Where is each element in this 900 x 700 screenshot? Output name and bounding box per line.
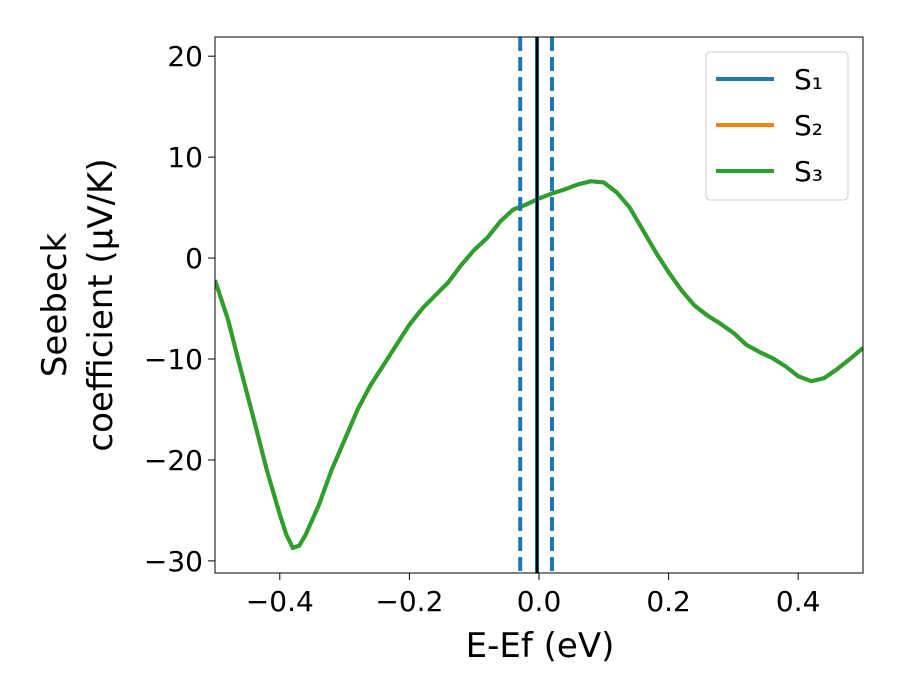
plot-frame: [214, 36, 864, 574]
legend-label: S₂: [794, 109, 823, 142]
x-tick-label: 0.4: [776, 585, 821, 618]
x-tick-label: −0.2: [375, 585, 443, 618]
legend-label: S₁: [794, 63, 823, 96]
x-tick-label: −0.4: [246, 585, 314, 618]
x-axis-label: E-Ef (eV): [466, 626, 615, 666]
x-tick-label: 0.0: [517, 585, 562, 618]
y-tick-label: 10: [167, 141, 203, 174]
legend-box: [705, 51, 849, 201]
y-axis-label: coefficient (μV/K): [81, 158, 121, 451]
x-tick-label: 0.2: [646, 585, 691, 618]
legend-label: S₃: [794, 155, 823, 188]
y-tick-label: 0: [185, 242, 203, 275]
y-tick-label: −10: [144, 343, 203, 376]
y-tick-label: −20: [144, 444, 203, 477]
y-axis-label: Seebeck: [35, 233, 75, 378]
y-tick-label: 20: [167, 40, 203, 73]
y-tick-label: −30: [144, 545, 203, 578]
series-line: [215, 179, 863, 551]
